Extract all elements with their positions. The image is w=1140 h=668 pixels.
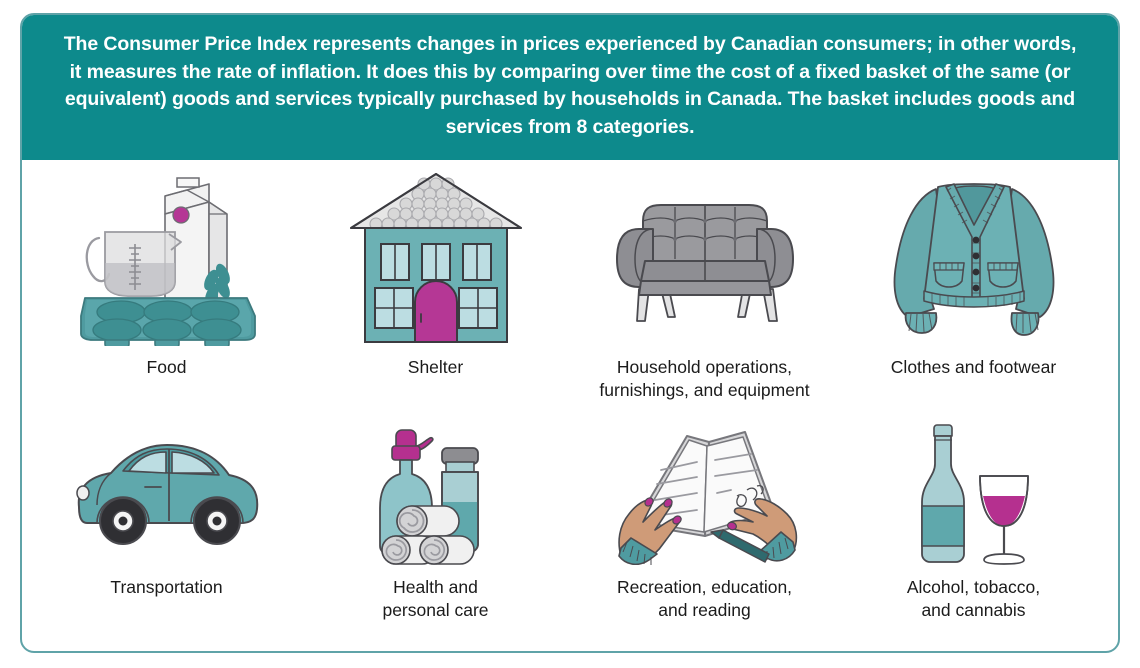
category-label-health: Health and personal care [382,576,489,621]
cpi-infographic: The Consumer Price Index represents chan… [20,13,1120,653]
category-cell-transportation: Transportation [32,418,301,622]
category-cell-recreation: Recreation, education, and reading [570,418,839,622]
category-label-transportation: Transportation [110,576,223,597]
category-cell-health: Health and personal care [301,418,570,622]
category-grid: Food [22,160,1118,622]
recreation-icon-box [605,418,805,568]
category-cell-household: Household operations, furnishings, and e… [570,166,839,402]
food-icon-box [69,166,265,348]
category-row-1: Food [32,166,1108,402]
category-cell-clothes: Clothes and footwear [839,166,1108,402]
category-row-2: Transportation [32,418,1108,622]
category-label-food: Food [146,356,187,377]
header-banner: The Consumer Price Index represents chan… [22,15,1118,160]
clothes-icon-box [876,166,1072,348]
category-cell-shelter: Shelter [301,166,570,402]
book-writing-icon [617,431,797,566]
category-cell-food: Food [32,166,301,402]
header-description: The Consumer Price Index represents chan… [63,33,1077,139]
cardigan-icon [893,182,1054,336]
household-icon-box [605,166,805,348]
transportation-icon-box [67,418,267,568]
category-label-alcohol: Alcohol, tobacco, and cannabis [906,576,1041,621]
category-label-household: Household operations, furnishings, and e… [599,356,810,400]
category-cell-alcohol: Alcohol, tobacco, and cannabis [839,418,1108,622]
shelter-icon-box [343,166,529,348]
toiletries-icon [378,429,479,565]
category-label-recreation: Recreation, education, and reading [616,576,793,621]
health-icon-box [356,418,516,568]
sofa-icon [615,203,794,322]
category-label-shelter: Shelter [407,356,464,377]
house-icon [349,172,522,343]
alcohol-icon-box [904,418,1044,568]
wine-icon [920,424,1029,565]
food-icon [79,177,256,346]
category-label-clothes: Clothes and footwear [890,356,1057,377]
car-icon [75,443,258,545]
